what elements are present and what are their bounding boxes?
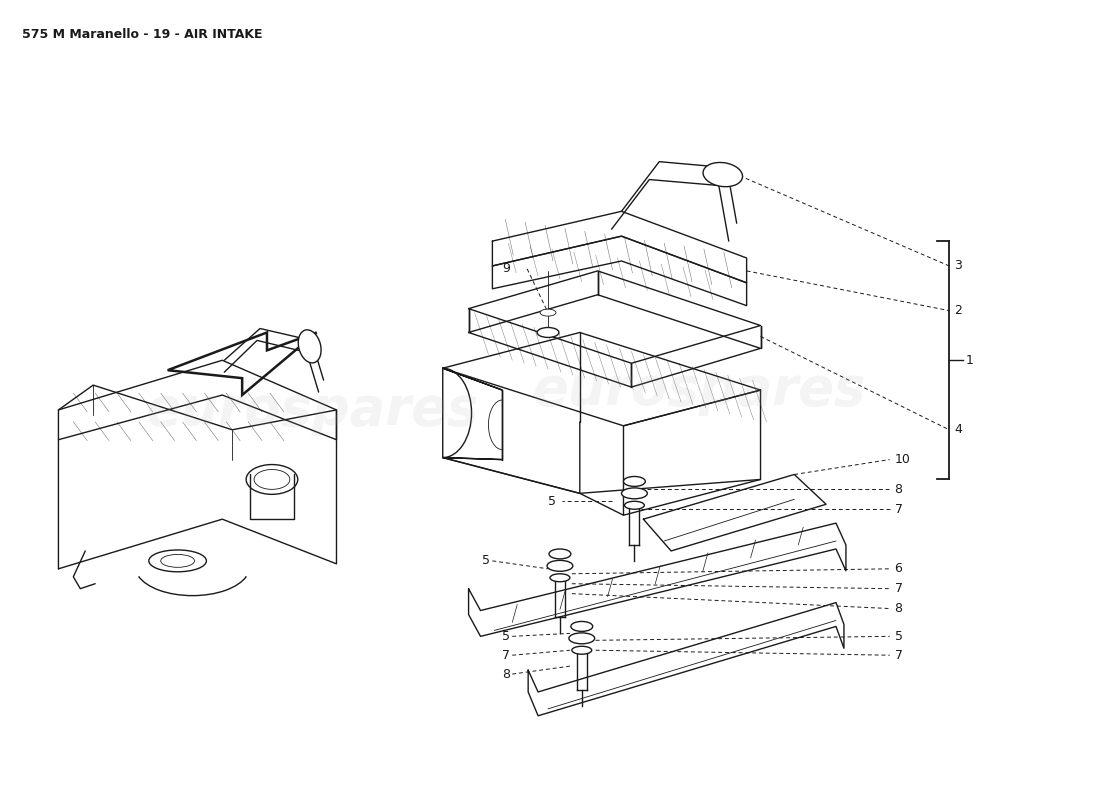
Text: 5: 5 [548, 494, 556, 508]
Text: 9: 9 [503, 262, 510, 275]
Text: 8: 8 [894, 602, 903, 615]
Text: 8: 8 [503, 667, 510, 681]
Text: 5: 5 [503, 630, 510, 643]
Ellipse shape [621, 488, 647, 499]
Ellipse shape [550, 574, 570, 582]
Polygon shape [167, 333, 317, 395]
Text: eurospares: eurospares [145, 384, 478, 436]
Text: 3: 3 [954, 259, 962, 273]
Text: 575 M Maranello - 19 - AIR INTAKE: 575 M Maranello - 19 - AIR INTAKE [22, 28, 262, 41]
Text: 7: 7 [894, 582, 903, 595]
Ellipse shape [547, 560, 573, 571]
Ellipse shape [703, 162, 742, 186]
Ellipse shape [572, 646, 592, 654]
Text: 2: 2 [954, 304, 962, 317]
Ellipse shape [549, 549, 571, 559]
Text: 7: 7 [894, 649, 903, 662]
Ellipse shape [537, 327, 559, 338]
Ellipse shape [625, 502, 645, 510]
Text: 8: 8 [894, 483, 903, 496]
Ellipse shape [571, 622, 593, 631]
Ellipse shape [540, 309, 556, 316]
Text: eurospares: eurospares [532, 364, 866, 416]
Ellipse shape [298, 330, 321, 363]
Text: 1: 1 [966, 354, 974, 366]
Ellipse shape [624, 477, 646, 486]
Text: 6: 6 [894, 562, 902, 575]
Text: 7: 7 [503, 649, 510, 662]
Ellipse shape [569, 633, 595, 644]
Text: 10: 10 [894, 453, 911, 466]
Text: 5: 5 [483, 554, 491, 567]
Text: 5: 5 [894, 630, 903, 643]
Text: 7: 7 [894, 502, 903, 516]
Text: 4: 4 [954, 423, 962, 436]
